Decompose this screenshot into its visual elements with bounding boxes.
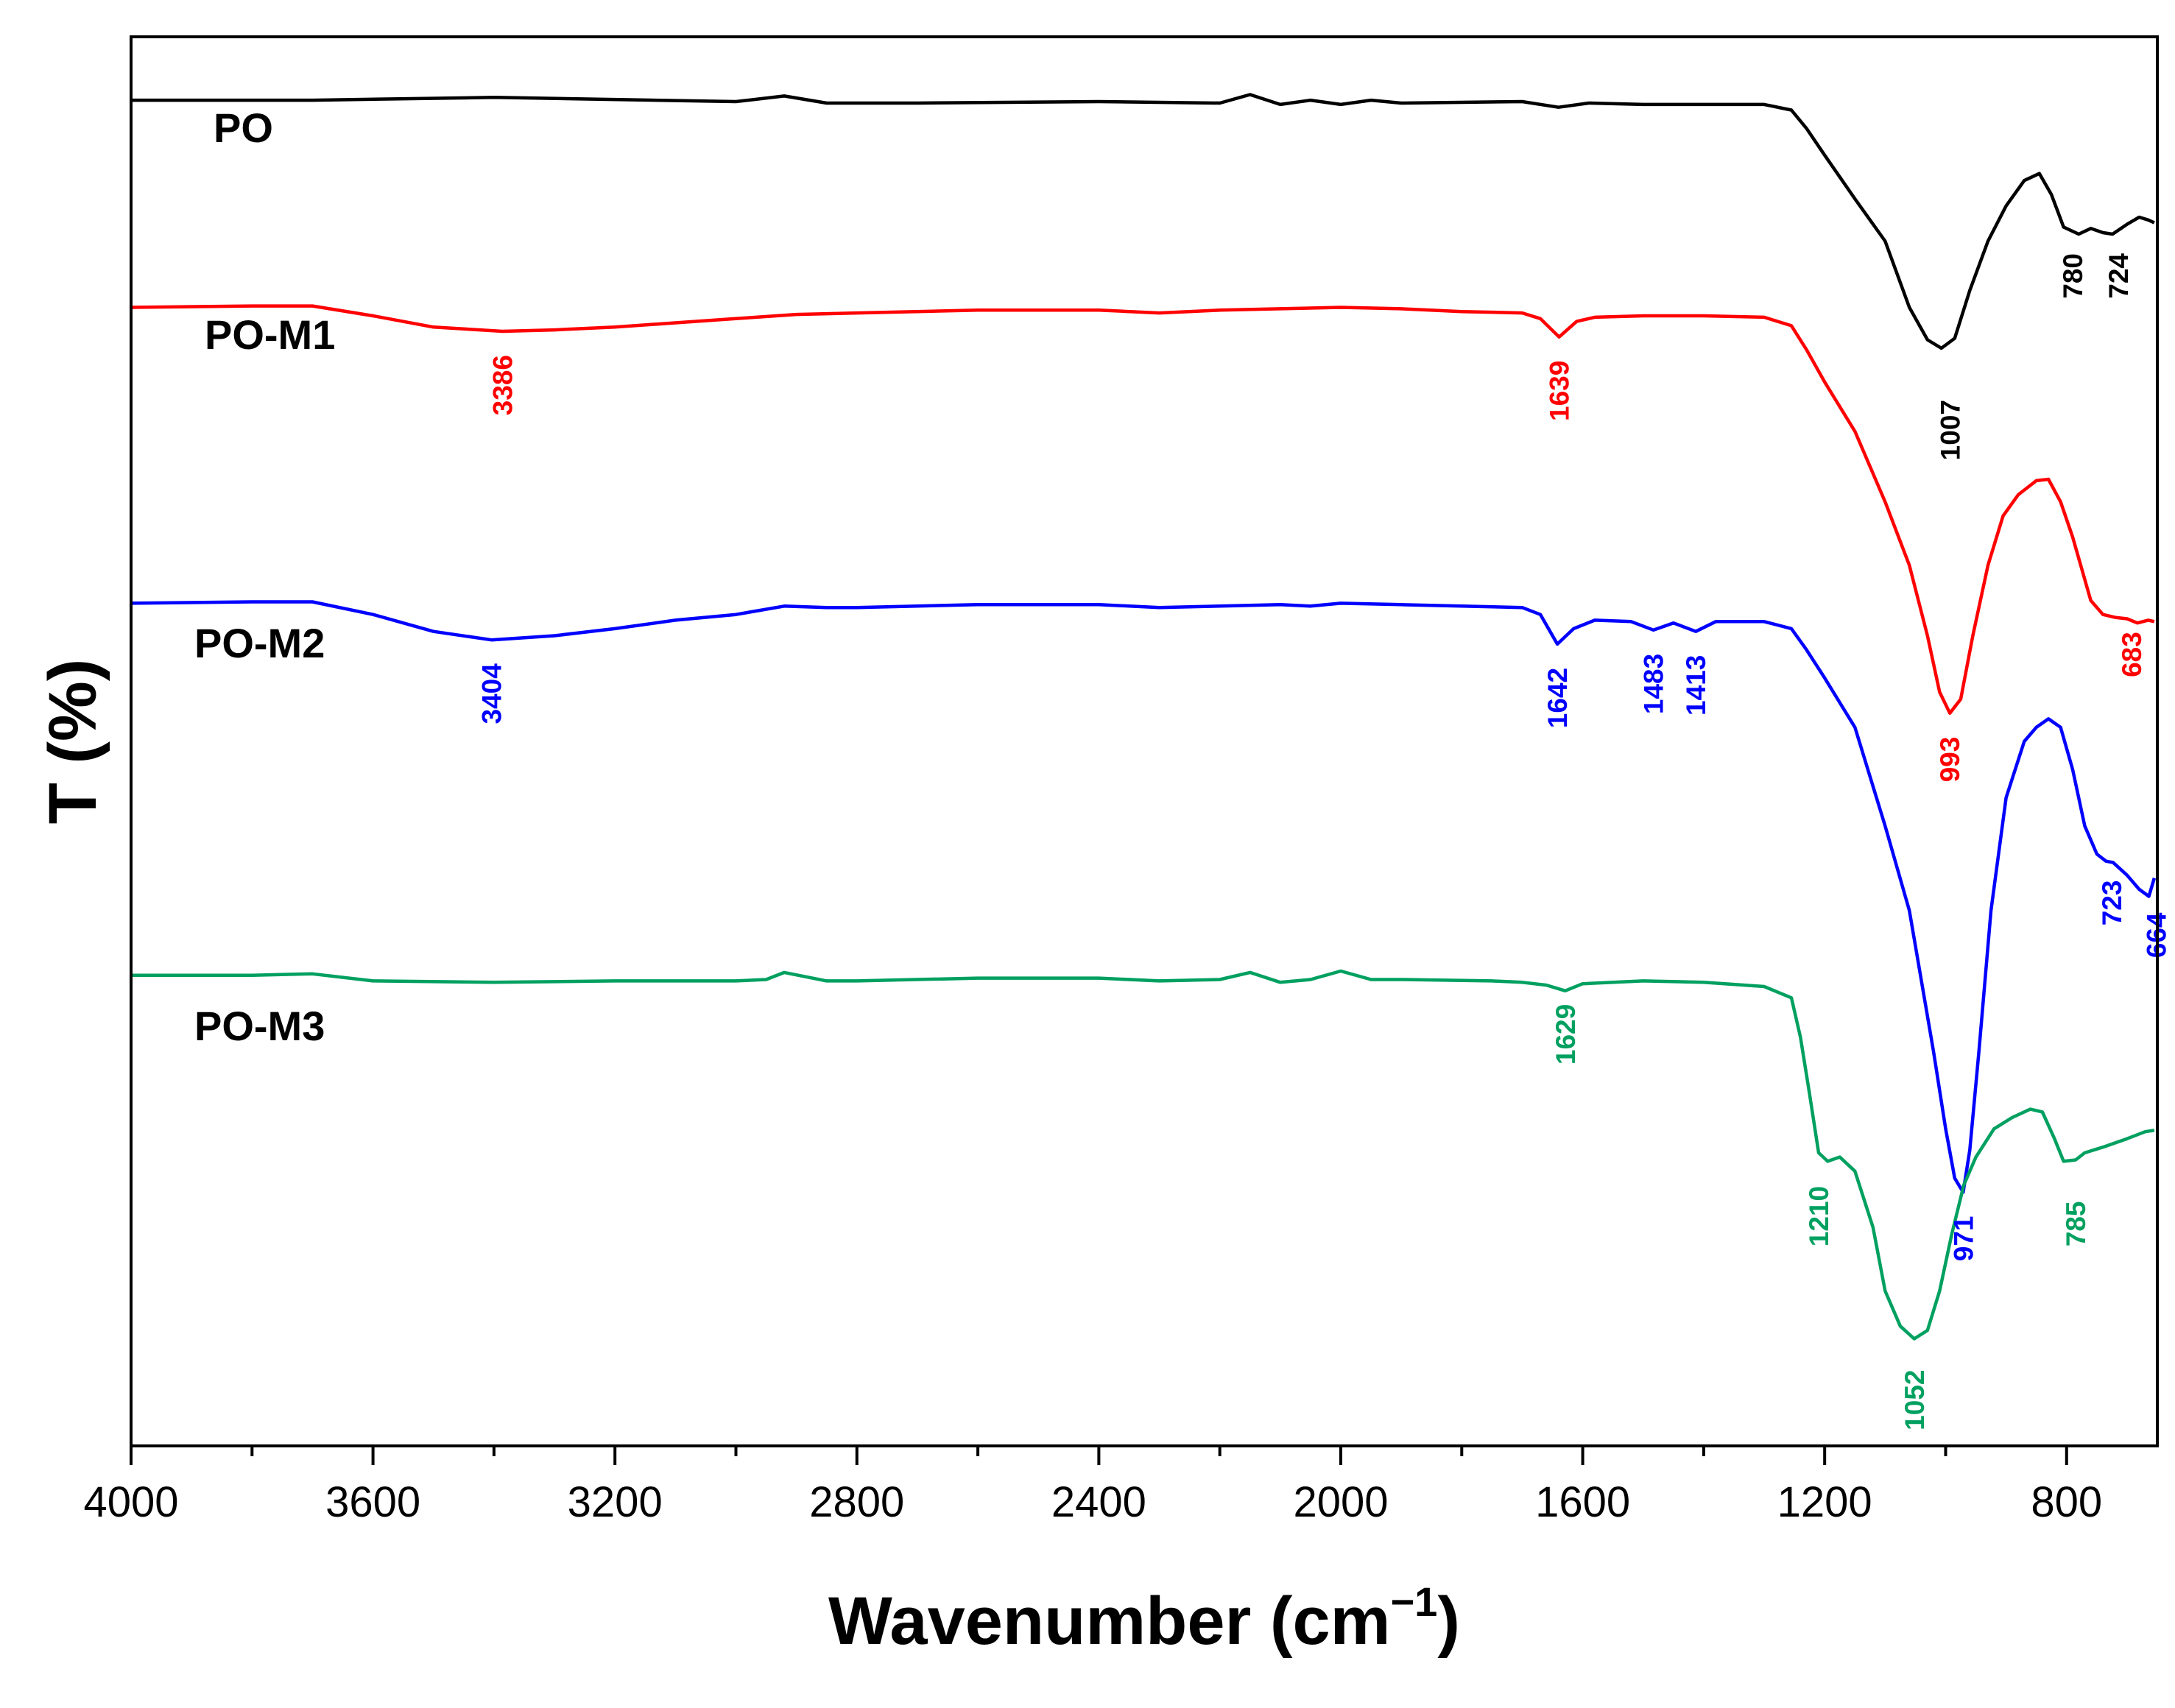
x-tick-label: 2400	[1051, 1478, 1146, 1526]
peak-label-po-m2-723: 723	[2097, 881, 2127, 926]
series-layer	[130, 93, 2157, 1341]
peak-label-po-m2-971: 971	[1948, 1216, 1978, 1262]
series-line-po-m3	[131, 969, 2155, 1341]
peak-label-po-m1-683: 683	[2117, 632, 2147, 677]
series-label-po: PO	[214, 105, 273, 151]
x-tick-label: 3600	[325, 1478, 420, 1526]
x-tick-label: 1600	[1535, 1478, 1630, 1526]
peak-label-po-m1-993: 993	[1935, 737, 1965, 783]
series-line-po-m1	[130, 304, 2155, 715]
series-line-po-m2	[130, 600, 2157, 1194]
x-tick-label: 3200	[568, 1478, 663, 1526]
peak-label-po-724: 724	[2104, 253, 2134, 299]
axes-layer: 4000 3600 3200 2800 2400 2000 1600 1200 800	[83, 1446, 2102, 1526]
peak-label-po-m3-1210: 1210	[1804, 1186, 1834, 1246]
peak-label-po-m3-1052: 1052	[1900, 1370, 1930, 1430]
x-tick-label: 2800	[809, 1478, 904, 1526]
peak-label-po-1007: 1007	[1936, 400, 1966, 460]
plot-frame	[130, 35, 2159, 1447]
peak-label-po-m2-1413: 1413	[1681, 655, 1711, 716]
y-axis-title: T (%)	[35, 659, 110, 825]
peak-label-po-m2-1642: 1642	[1543, 668, 1573, 728]
peak-label-po-m1-3386: 3386	[487, 355, 518, 415]
series-line-po	[131, 93, 2155, 350]
x-axis-title-close: )	[1437, 1584, 1460, 1659]
x-axis-title: Wavenumber (cm−1)	[828, 1578, 1460, 1659]
peak-label-po-m1-1639: 1639	[1545, 361, 1575, 421]
peak-label-po-780: 780	[2058, 253, 2088, 299]
x-tick-label: 1200	[1777, 1478, 1872, 1526]
peak-label-po-m2-1483: 1483	[1639, 654, 1669, 714]
label-layer: PO PO-M1 PO-M2 PO-M3 1007 780 724 3386 1639 993 68…	[194, 105, 2172, 1430]
peak-label-po-m2-3404: 3404	[477, 663, 507, 724]
peak-label-po-m3-785: 785	[2061, 1201, 2091, 1247]
x-tick-label: 800	[2031, 1478, 2102, 1526]
series-label-po-m3: PO-M3	[194, 1003, 325, 1049]
x-axis-title-superscript: −1	[1390, 1578, 1437, 1625]
peak-label-po-m3-1629: 1629	[1551, 1004, 1581, 1065]
x-axis-title-main: Wavenumber (cm	[828, 1584, 1390, 1659]
series-label-po-m1: PO-M1	[205, 311, 335, 358]
x-tick-label: 4000	[83, 1478, 178, 1526]
series-label-po-m2: PO-M2	[194, 620, 325, 666]
x-tick-label: 2000	[1293, 1478, 1388, 1526]
